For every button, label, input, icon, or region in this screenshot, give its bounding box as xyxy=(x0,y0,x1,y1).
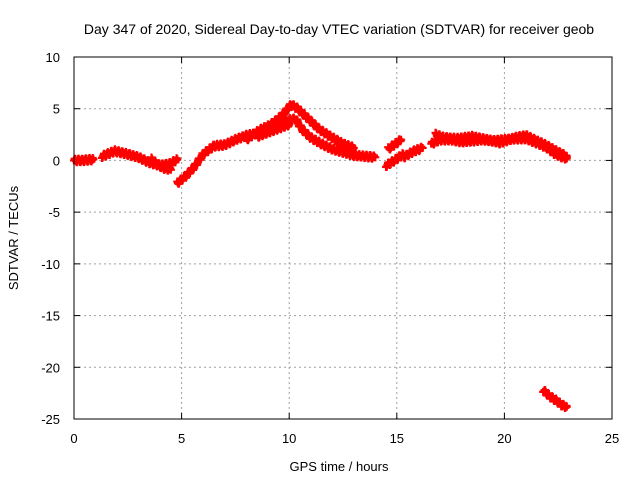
y-tick-label: 5 xyxy=(53,102,60,117)
x-tick-label: 0 xyxy=(70,431,77,446)
data-segment xyxy=(431,128,571,162)
x-tick-labels: 0 5 10 15 20 25 xyxy=(70,431,619,446)
y-tick-label: -20 xyxy=(41,360,60,375)
x-tick-label: 15 xyxy=(390,431,404,446)
data-segment xyxy=(252,119,294,142)
y-tick-label: -10 xyxy=(41,257,60,272)
y-tick-labels: -25 -20 -15 -10 -5 0 5 10 xyxy=(41,50,60,427)
data-segment xyxy=(399,142,427,163)
x-tick-label: 5 xyxy=(178,431,185,446)
y-tick-label: -15 xyxy=(41,309,60,324)
data-segment xyxy=(147,153,175,175)
plot-frame xyxy=(73,56,613,420)
x-axis-label: GPS time / hours xyxy=(290,459,389,474)
chart-title: Day 347 of 2020, Sidereal Day-to-day VTE… xyxy=(84,21,594,37)
x-tick-label: 25 xyxy=(605,431,619,446)
y-tick-label: 10 xyxy=(46,50,60,65)
y-tick-label: 0 xyxy=(53,153,60,168)
data-segment xyxy=(539,386,571,412)
data-points xyxy=(70,100,571,412)
data-segment xyxy=(242,100,358,153)
y-tick-label: -5 xyxy=(48,205,60,220)
y-tick-label: -25 xyxy=(41,412,60,427)
data-segment xyxy=(384,135,406,154)
y-axis-label: SDTVAR / TECUs xyxy=(6,185,21,290)
x-tick-label: 10 xyxy=(282,431,296,446)
x-tick-label: 20 xyxy=(497,431,511,446)
